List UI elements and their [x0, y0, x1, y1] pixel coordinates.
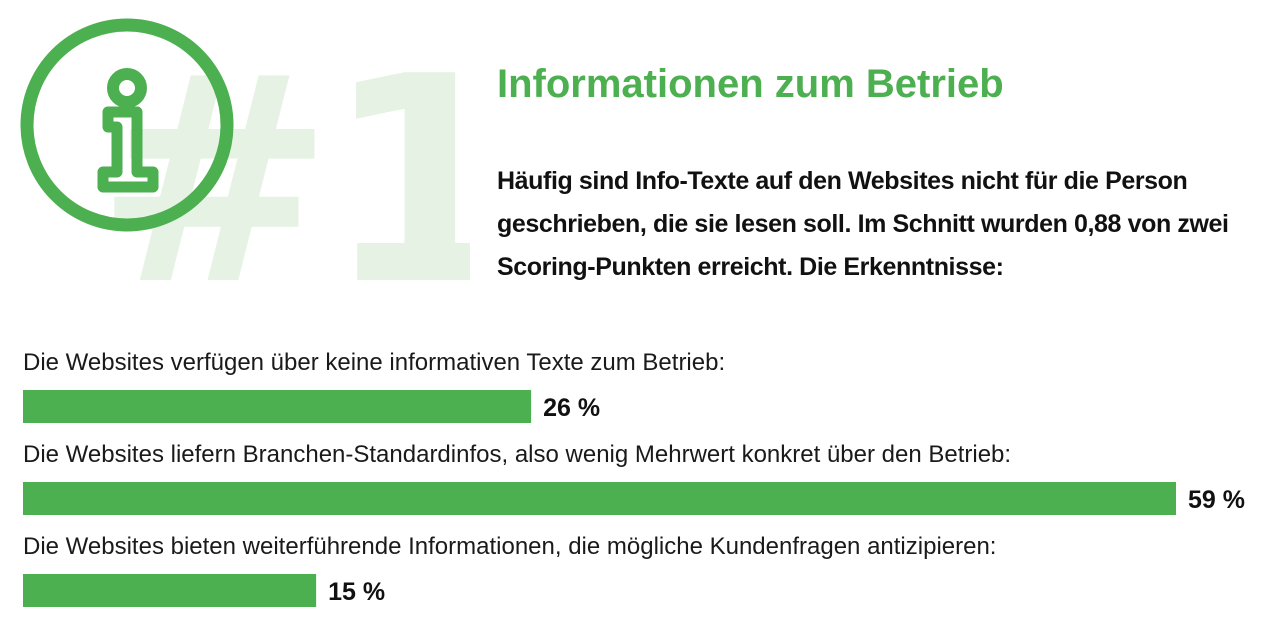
- bar-label-2: Die Websites liefern Branchen-Standardin…: [23, 441, 1011, 468]
- bar-2: [23, 482, 1176, 515]
- page-title: Informationen zum Betrieb: [497, 62, 1004, 106]
- bar-value-2: 59 %: [1188, 486, 1245, 514]
- bar-3: [23, 574, 317, 607]
- hero-svg: #1: [20, 16, 522, 348]
- bar-value-3: 15 %: [328, 578, 385, 606]
- bar-1: [23, 390, 532, 423]
- bar-chart: Die Websites verfügen über keine informa…: [23, 349, 1245, 607]
- bar-label-3: Die Websites bieten weiterführende Infor…: [23, 533, 996, 560]
- bar-value-1: 26 %: [543, 394, 600, 422]
- bar-label-1: Die Websites verfügen über keine informa…: [23, 349, 725, 376]
- info-icon: [20, 18, 234, 232]
- intro-text: Häufig sind Info-Texte auf den Websites …: [497, 167, 1229, 281]
- number-badge: #1: [95, 16, 470, 320]
- hero-graphic: #1: [0, 0, 522, 348]
